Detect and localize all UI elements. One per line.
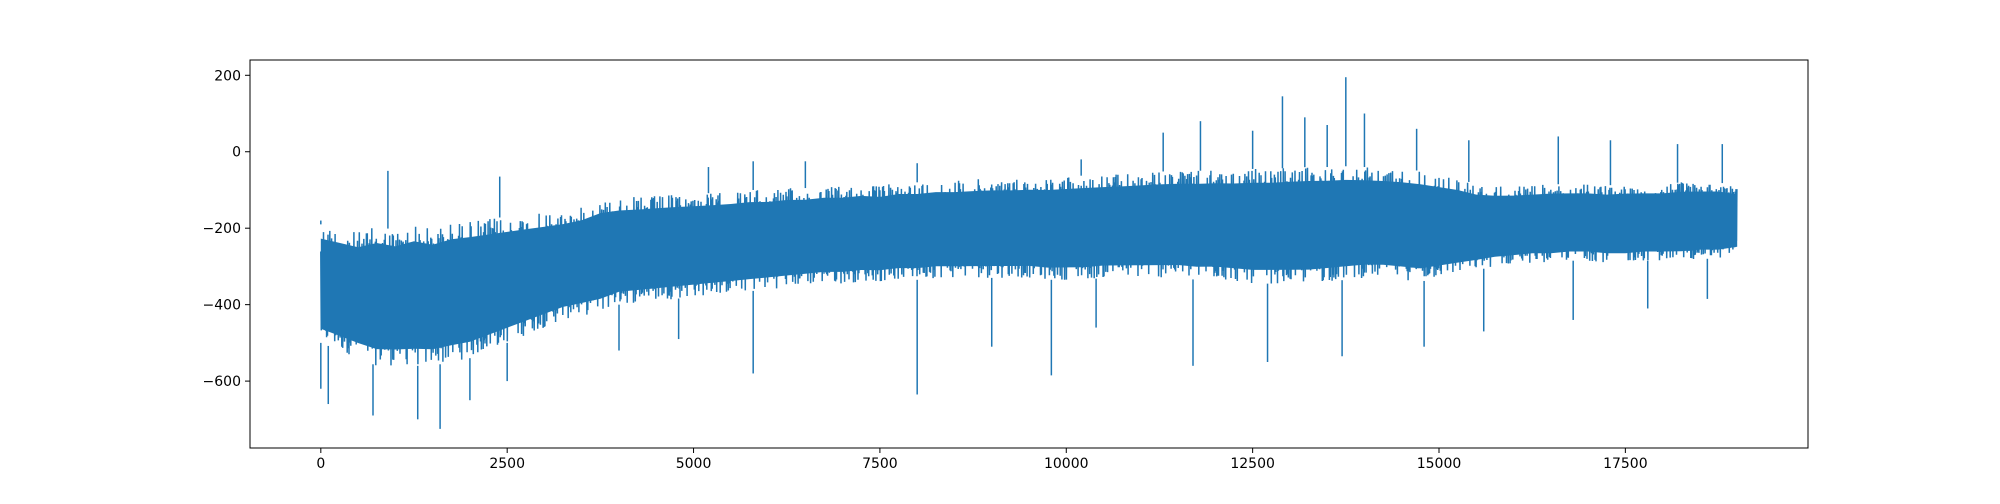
x-tick-label: 12500 [1230, 456, 1275, 472]
x-tick-label: 0 [316, 456, 325, 472]
y-tick-label: 0 [232, 145, 241, 161]
series-band [320, 179, 1738, 350]
x-tick-label: 10000 [1044, 456, 1089, 472]
x-tick-label: 17500 [1603, 456, 1648, 472]
y-tick-label: −200 [203, 221, 241, 237]
axes: 0 2500 5000 7500 10000 12500 15000 17500 200 0 −20… [203, 59, 1809, 472]
y-tick-label: −600 [203, 374, 241, 390]
x-tick-label: 15000 [1417, 456, 1462, 472]
plot-area [320, 77, 1738, 429]
x-tick-label: 5000 [676, 456, 712, 472]
x-tick-label: 7500 [862, 456, 898, 472]
y-tick-label: 200 [214, 68, 241, 84]
plot-frame [249, 59, 1809, 449]
x-tick-label: 2500 [489, 456, 525, 472]
y-tick-label: −400 [203, 298, 241, 314]
